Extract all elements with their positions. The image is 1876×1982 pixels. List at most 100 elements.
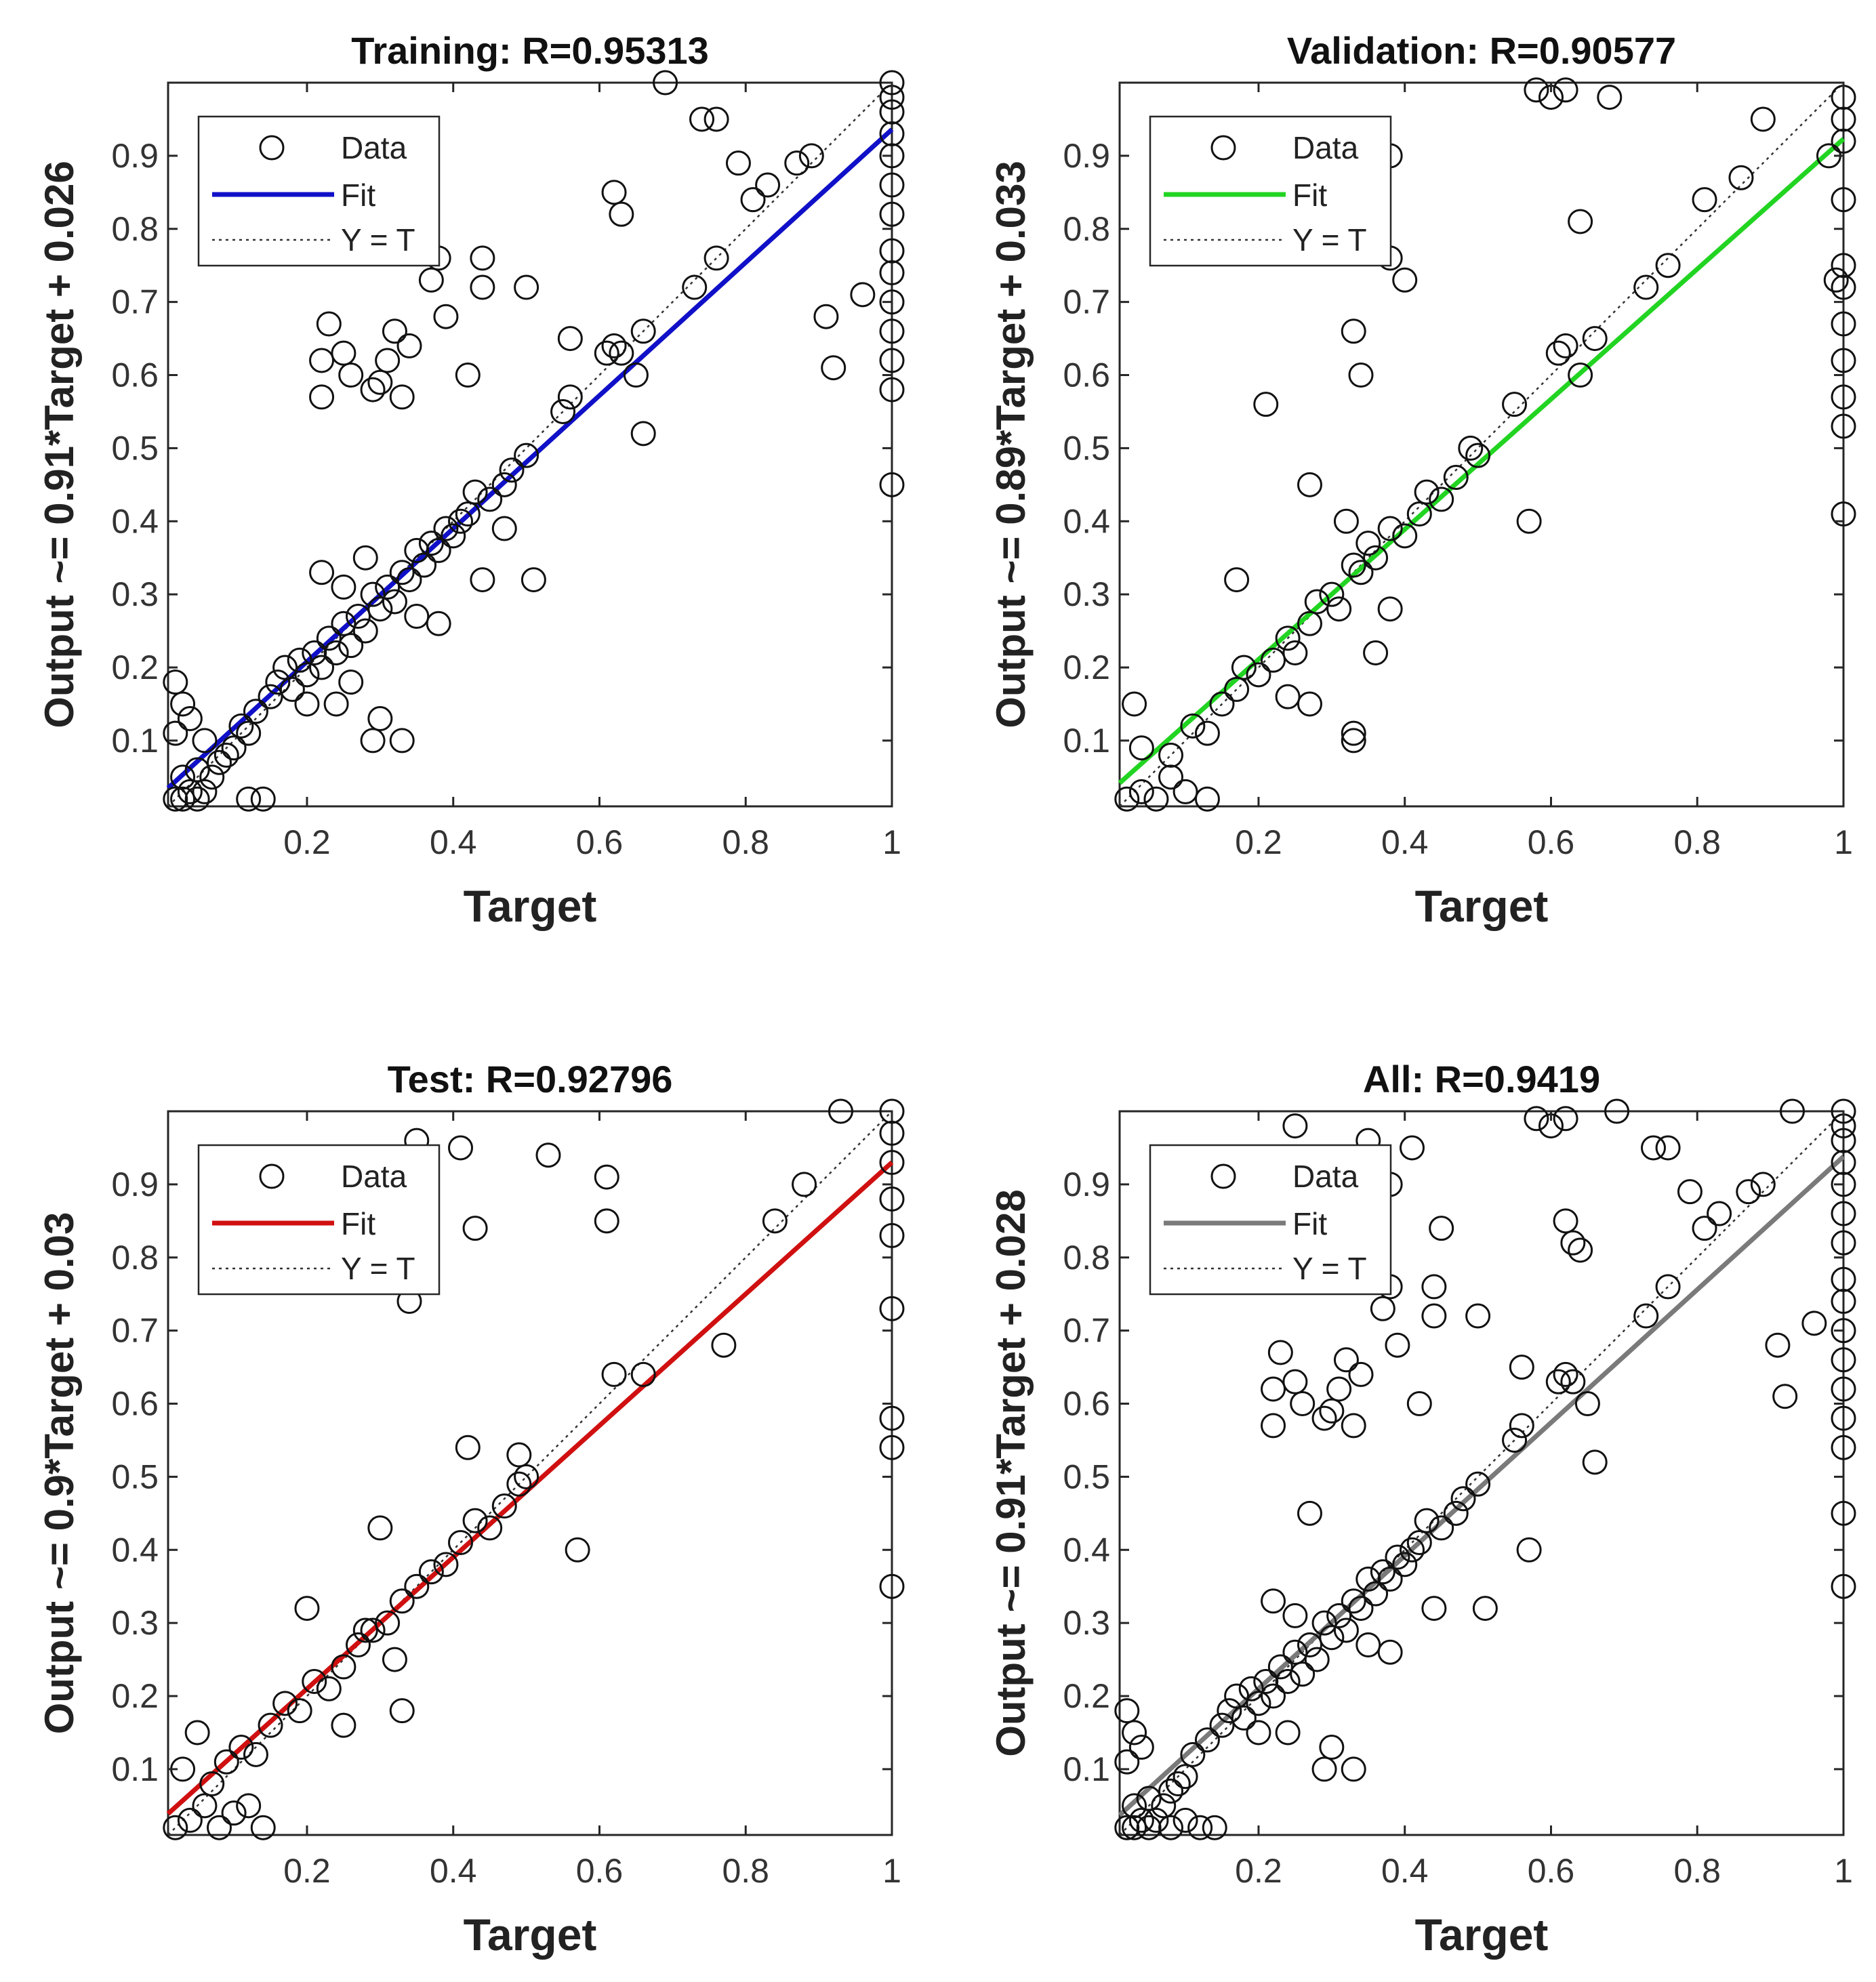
validation-data-point [1831, 274, 1856, 300]
test-data-point [418, 1559, 444, 1585]
training-data-point [309, 560, 335, 585]
test-data-point [213, 1749, 239, 1775]
training-data-point [470, 274, 495, 300]
validation-y-tick-label: 0.5 [1063, 429, 1110, 467]
validation-x-tick-label: 0.8 [1673, 823, 1721, 861]
training-data-point [272, 655, 298, 680]
training-data-point [213, 742, 239, 768]
training-x-tick-label: 0.8 [722, 823, 769, 861]
validation-data-point [1831, 106, 1856, 132]
training-data-point [879, 99, 905, 125]
validation-data-point [1568, 209, 1593, 234]
test-y-axis-label: Output ~= 0.9*Target + 0.03 [37, 1212, 82, 1735]
all-data-point [1655, 1135, 1681, 1161]
training-data-point [338, 669, 364, 695]
test-y-tick-label: 0.9 [111, 1165, 159, 1203]
training-data-point [879, 70, 905, 96]
validation-data-point [1341, 720, 1366, 746]
test-data-point [535, 1142, 561, 1168]
all-data-point [1553, 1361, 1578, 1387]
training-data-point [740, 187, 766, 213]
all-data-point [1831, 1098, 1856, 1124]
training-data-point [630, 318, 656, 344]
training-data-point [177, 706, 203, 732]
training-data-point [331, 574, 356, 600]
test-data-point [506, 1442, 532, 1468]
all-data-point [1421, 1274, 1447, 1300]
test-data-point [514, 1464, 539, 1489]
validation-data-point [1429, 487, 1454, 512]
validation-data-point [1750, 106, 1776, 132]
validation-data-point [1158, 764, 1184, 790]
all-data-point [1333, 1617, 1359, 1643]
training-x-axis-label: Target [464, 881, 597, 931]
test-y-tick-label: 0.2 [111, 1677, 159, 1715]
training-data-point [352, 618, 378, 644]
training-data-point [316, 311, 342, 337]
training-data-point [389, 560, 415, 585]
test-data-point [565, 1537, 590, 1563]
all-data-point [1553, 1208, 1578, 1234]
validation-data-point [1246, 662, 1271, 688]
all-data-point [1443, 1500, 1469, 1526]
training-data-point [360, 581, 386, 607]
validation-y-tick-label: 0.8 [1063, 210, 1110, 248]
test-data-point [192, 1793, 218, 1819]
validation-y-tick-label: 0.4 [1063, 502, 1110, 540]
training-data-point [798, 143, 824, 169]
test-data-point [389, 1588, 415, 1614]
training-x-tick-label: 1 [882, 823, 901, 861]
validation-data-point [1363, 545, 1389, 571]
validation-data-point [1194, 786, 1220, 812]
validation-x-tick-label: 0.4 [1381, 823, 1429, 861]
training-y-tick-label: 0.9 [111, 137, 159, 175]
training-data-point [704, 245, 729, 271]
test-data-point [879, 1098, 905, 1124]
validation-data-point [1363, 640, 1389, 665]
all-data-point [1377, 1566, 1403, 1592]
validation-data-point [1128, 735, 1154, 761]
validation-data-point [1392, 523, 1418, 549]
validation-data-point [1568, 363, 1593, 388]
all-y-tick-label: 0.3 [1063, 1604, 1110, 1642]
training-data-point [448, 508, 474, 534]
all-data-point [1400, 1537, 1425, 1563]
all-data-point [1831, 1150, 1856, 1176]
all-y-tick-label: 0.6 [1063, 1385, 1110, 1423]
test-data-point [243, 1741, 268, 1767]
validation-y-tick-label: 0.9 [1063, 137, 1110, 175]
all-data-point [1158, 1778, 1184, 1804]
all-data-point [1831, 1128, 1856, 1153]
all-data-point [1831, 1288, 1856, 1314]
validation-data-point [1180, 713, 1206, 739]
training-data-point [294, 662, 320, 688]
test-legend-data-marker [259, 1163, 285, 1189]
all-data-point [1509, 1355, 1534, 1380]
all-y-tick-label: 0.4 [1063, 1531, 1110, 1569]
training-data-point [265, 669, 291, 695]
all-data-point [1385, 1332, 1410, 1358]
all-data-point [1400, 1135, 1425, 1161]
test-y-tick-label: 0.7 [111, 1312, 159, 1350]
validation-data-point [1348, 560, 1374, 585]
all-data-point [1406, 1391, 1432, 1417]
all-data-point [1261, 1588, 1286, 1614]
validation-data-point [1831, 413, 1856, 439]
test-x-tick-label: 0.6 [576, 1852, 624, 1890]
training-data-point [331, 611, 356, 636]
all-data-point [1421, 1303, 1447, 1329]
training-data-point [163, 720, 188, 746]
validation-data-point [1831, 348, 1856, 373]
all-data-point [1290, 1391, 1316, 1417]
validation-data-point [1261, 647, 1286, 673]
training-data-point [704, 106, 729, 132]
validation-data-point [1209, 691, 1235, 717]
all-data-point [1553, 1106, 1578, 1132]
all-data-point [1304, 1647, 1330, 1672]
test-data-point [199, 1771, 225, 1796]
test-legend-label-identity: Y = T [341, 1251, 415, 1286]
test-legend-label-data: Data [341, 1159, 407, 1194]
validation-legend-label-data: Data [1292, 130, 1359, 165]
all-subplot: 0.2 0.4 0.6 0.8 1 0.1 0.2 0.3 0.4 0.5 0.6 0.7 0.8 0.9… [988, 1058, 1856, 1960]
test-data-point [221, 1800, 247, 1826]
